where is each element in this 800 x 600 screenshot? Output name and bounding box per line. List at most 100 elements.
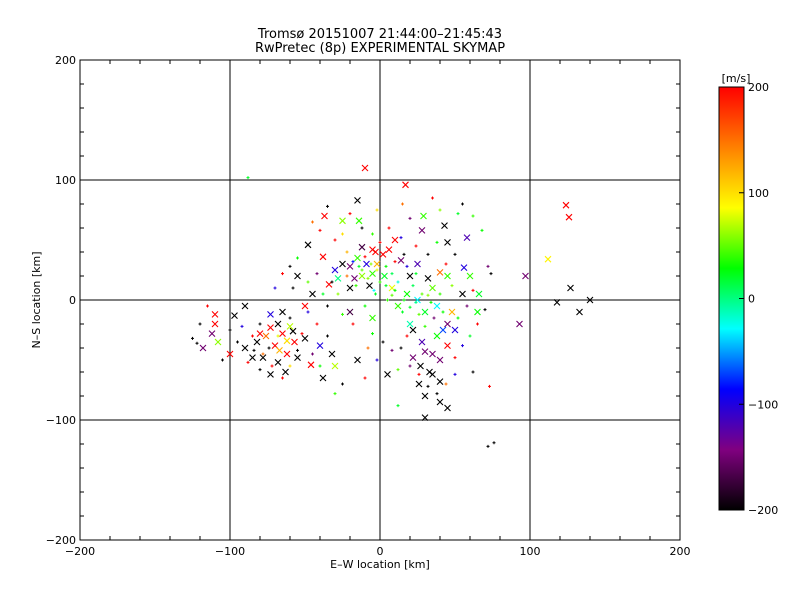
data-point-plus-marker	[261, 352, 265, 356]
data-point-plus-marker	[423, 324, 427, 328]
data-point-x-marker	[369, 270, 376, 277]
chart-title-line-1: Tromsø 20151007 21:44:00–21:45:43	[257, 27, 502, 42]
data-point-plus-marker	[333, 238, 337, 242]
data-point-plus-marker	[311, 352, 314, 356]
data-point-x-marker	[516, 320, 523, 328]
data-point-x-marker	[267, 324, 274, 331]
data-point-x-marker	[346, 308, 354, 316]
data-point-x-marker	[444, 239, 451, 246]
data-point-x-marker	[319, 253, 327, 261]
data-point-x-marker	[391, 236, 399, 244]
data-point-plus-marker	[453, 356, 457, 360]
data-point-x-marker	[433, 332, 441, 340]
data-point-plus-marker	[374, 292, 377, 296]
data-point-x-marker	[397, 257, 405, 264]
data-point-x-marker	[586, 296, 594, 304]
data-point-plus-marker	[471, 214, 475, 218]
data-point-plus-marker	[480, 228, 484, 232]
data-point-x-marker	[267, 311, 274, 318]
y-axis-label: N–S location [km]	[30, 251, 43, 348]
data-point-plus-marker	[426, 293, 430, 297]
data-point-plus-marker	[488, 384, 491, 388]
y-tick-label: −100	[46, 414, 76, 427]
data-point-plus-marker	[432, 316, 436, 320]
data-point-plus-marker	[453, 252, 457, 256]
data-point-plus-marker	[191, 336, 194, 340]
data-point-plus-marker	[393, 288, 397, 292]
data-point-plus-marker	[438, 208, 442, 212]
data-point-plus-marker	[366, 346, 370, 350]
data-point-plus-marker	[252, 348, 256, 352]
data-point-x-marker	[279, 308, 286, 316]
data-point-x-marker	[409, 326, 417, 334]
data-point-x-marker	[256, 330, 264, 337]
data-point-x-marker	[307, 361, 315, 369]
data-point-plus-marker	[492, 441, 496, 445]
data-point-x-marker	[567, 284, 574, 292]
data-point-plus-marker	[311, 220, 314, 224]
data-point-x-marker	[421, 308, 429, 316]
data-point-x-marker	[282, 368, 289, 376]
data-point-plus-marker	[360, 226, 364, 230]
data-point-x-marker	[451, 326, 459, 334]
data-point-plus-marker	[426, 384, 430, 388]
data-point-plus-marker	[450, 284, 454, 288]
data-point-x-marker	[331, 266, 339, 274]
x-axis-ticks: −200 −100 0 100 200	[65, 60, 691, 558]
data-point-plus-marker	[420, 292, 424, 296]
data-point-plus-marker	[296, 348, 299, 352]
data-point-x-marker	[424, 275, 432, 282]
data-point-plus-marker	[476, 322, 479, 326]
data-point-plus-marker	[408, 305, 412, 309]
data-point-plus-marker	[441, 310, 445, 314]
colorbar-label: [m/s]	[722, 72, 751, 85]
data-point-x-marker	[241, 344, 249, 352]
data-point-x-marker	[301, 302, 309, 310]
data-point-plus-marker	[276, 334, 280, 338]
data-point-x-marker	[436, 378, 444, 385]
data-point-x-marker	[262, 332, 270, 340]
data-point-plus-marker	[306, 310, 310, 314]
data-point-plus-marker	[417, 312, 421, 316]
data-point-x-marker	[444, 320, 451, 328]
y-tick-label: 100	[55, 174, 76, 187]
data-point-x-marker	[429, 350, 436, 358]
x-tick-label: 200	[670, 545, 691, 558]
data-point-x-marker	[354, 197, 361, 204]
data-point-plus-marker	[486, 444, 490, 448]
data-point-plus-marker	[221, 358, 224, 362]
data-point-plus-marker	[363, 255, 367, 259]
x-tick-label: −200	[65, 545, 95, 558]
data-point-x-marker	[565, 213, 573, 221]
data-point-plus-marker	[414, 272, 418, 276]
data-point-plus-marker	[435, 240, 439, 244]
data-point-x-marker	[576, 308, 583, 316]
data-point-plus-marker	[468, 334, 472, 338]
data-point-plus-marker	[390, 348, 394, 352]
data-point-plus-marker	[461, 344, 464, 348]
data-point-plus-marker	[246, 176, 250, 180]
data-point-x-marker	[231, 312, 238, 319]
data-point-x-marker	[241, 302, 249, 310]
data-point-x-marker	[226, 350, 234, 358]
data-point-x-marker	[421, 392, 429, 400]
data-point-plus-marker	[273, 286, 277, 290]
data-point-x-marker	[259, 354, 267, 361]
data-point-plus-marker	[371, 232, 374, 236]
data-point-x-marker	[429, 284, 436, 292]
data-point-x-marker	[406, 320, 414, 328]
data-point-plus-marker	[429, 300, 433, 304]
data-point-plus-marker	[351, 260, 355, 264]
data-point-x-marker	[459, 290, 466, 298]
data-point-plus-marker	[288, 364, 292, 368]
data-point-plus-marker	[390, 272, 394, 276]
data-point-x-marker	[294, 272, 301, 280]
data-point-plus-marker	[372, 288, 376, 292]
data-point-x-marker	[291, 338, 298, 346]
data-point-x-marker	[301, 335, 309, 342]
data-point-x-marker	[463, 234, 471, 241]
data-point-x-marker	[441, 222, 448, 229]
data-point-x-marker	[379, 251, 387, 258]
data-point-plus-marker	[366, 276, 370, 280]
